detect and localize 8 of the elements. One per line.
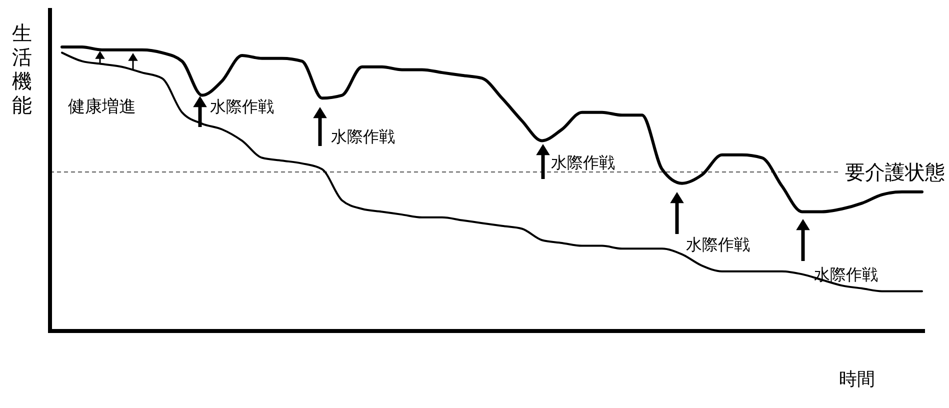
annotation: 水際作戦 <box>686 235 750 254</box>
annotation: 健康増進 <box>68 97 136 117</box>
x-axis-title: 時間 <box>839 369 875 390</box>
annotation: 水際作戦 <box>331 127 395 146</box>
annotation: 水際作戦 <box>551 153 615 172</box>
annotation: 水際作戦 <box>210 97 274 116</box>
ref-line-label: 要介護状態 <box>845 160 945 184</box>
y-axis-title: 生活機能 <box>12 21 32 117</box>
